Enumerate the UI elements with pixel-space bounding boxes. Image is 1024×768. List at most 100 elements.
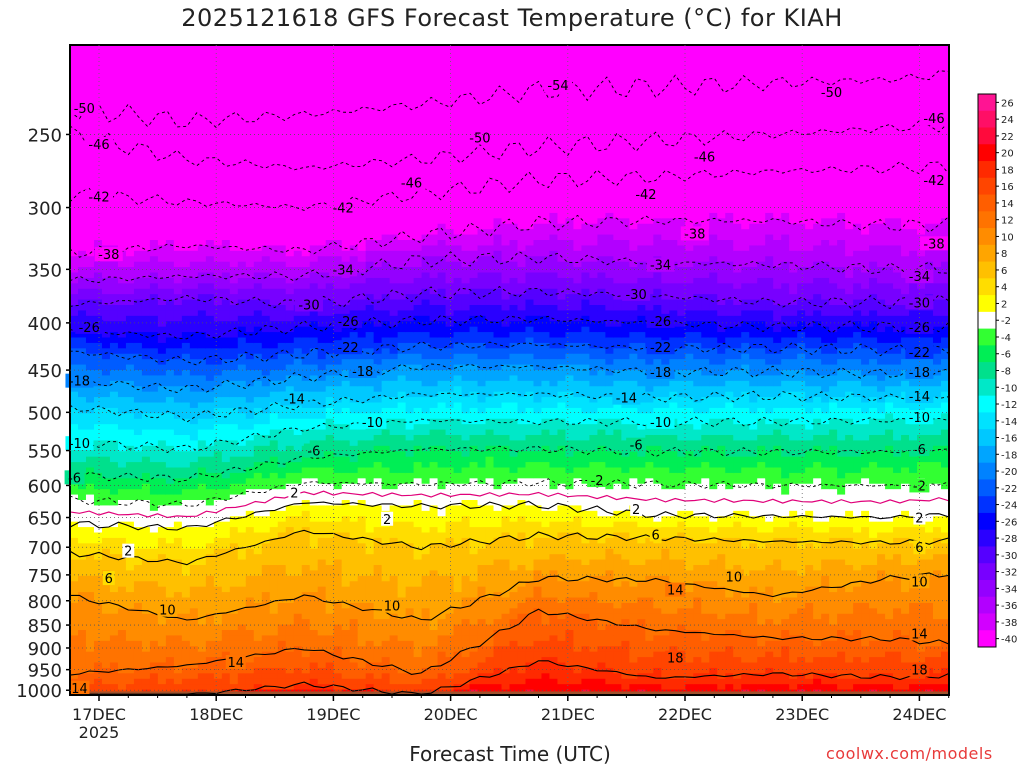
field-cell <box>253 332 263 339</box>
field-cell <box>93 451 103 458</box>
field-cell <box>109 413 119 420</box>
field-cell <box>173 315 183 322</box>
field-cell <box>70 229 79 236</box>
field-cell <box>269 402 279 409</box>
field-cell <box>365 521 375 528</box>
field-cell <box>397 397 407 404</box>
field-cell <box>381 635 391 642</box>
field-cell <box>253 521 263 528</box>
field-cell <box>221 565 231 572</box>
field-cell <box>189 478 199 485</box>
field-cell <box>85 353 95 360</box>
field-cell <box>253 272 263 279</box>
field-cell <box>205 673 215 680</box>
field-cell <box>325 180 335 187</box>
field-cell <box>125 462 135 469</box>
field-cell <box>309 164 319 171</box>
field-cell <box>317 223 327 230</box>
field-cell <box>70 169 79 176</box>
field-cell <box>221 537 231 544</box>
field-cell <box>229 424 239 431</box>
field-cell <box>245 180 255 187</box>
field-cell <box>269 299 279 306</box>
field-cell <box>173 554 183 561</box>
field-cell <box>333 223 343 230</box>
field-cell <box>341 229 351 236</box>
field-cell <box>141 72 151 79</box>
field-cell <box>181 196 191 203</box>
field-cell <box>293 104 303 111</box>
field-cell <box>365 82 375 89</box>
field-cell <box>381 126 391 133</box>
field-cell <box>197 50 207 57</box>
field-cell <box>93 234 103 241</box>
field-cell <box>309 267 319 274</box>
field-cell <box>229 348 239 355</box>
field-cell <box>205 391 215 398</box>
field-cell <box>277 548 287 555</box>
field-cell <box>181 445 191 452</box>
field-cell <box>285 207 295 214</box>
field-cell <box>197 532 207 539</box>
field-cell <box>229 353 239 360</box>
field-cell <box>269 657 279 664</box>
field-cell <box>125 646 135 653</box>
field-cell <box>277 310 287 317</box>
field-cell <box>397 256 407 263</box>
field-cell <box>341 397 351 404</box>
field-cell <box>125 667 135 674</box>
field-cell <box>365 256 375 263</box>
field-cell <box>365 483 375 490</box>
field-cell <box>70 207 79 214</box>
field-cell <box>293 451 303 458</box>
field-cell <box>109 337 119 344</box>
field-cell <box>109 72 119 79</box>
field-cell <box>309 440 319 447</box>
field-cell <box>173 494 183 501</box>
field-cell <box>213 353 223 360</box>
field-cell <box>125 342 135 349</box>
field-cell <box>341 82 351 89</box>
field-cell <box>125 532 135 539</box>
field-cell <box>253 93 263 100</box>
field-cell <box>141 472 151 479</box>
field-cell <box>189 72 199 79</box>
field-cell <box>125 559 135 566</box>
field-cell <box>165 61 175 68</box>
field-cell <box>141 581 151 588</box>
field-cell <box>205 142 215 149</box>
field-cell <box>141 153 151 160</box>
field-cell <box>341 104 351 111</box>
field-cell <box>141 315 151 322</box>
field-cell <box>269 619 279 626</box>
field-cell <box>269 646 279 653</box>
field-cell <box>341 353 351 360</box>
field-cell <box>85 202 95 209</box>
field-cell <box>157 45 167 52</box>
field-cell <box>309 153 319 160</box>
field-cell <box>245 72 255 79</box>
field-cell <box>133 337 143 344</box>
field-cell <box>365 537 375 544</box>
field-cell <box>357 662 367 669</box>
field-cell <box>85 115 95 122</box>
field-cell <box>221 532 231 539</box>
field-cell <box>93 180 103 187</box>
field-cell <box>269 532 279 539</box>
field-cell <box>285 77 295 84</box>
field-cell <box>133 104 143 111</box>
field-cell <box>293 61 303 68</box>
field-cell <box>285 418 295 425</box>
field-cell <box>133 608 143 615</box>
field-cell <box>261 413 271 420</box>
field-cell <box>221 137 231 144</box>
field-cell <box>365 104 375 111</box>
field-cell <box>397 391 407 398</box>
field-cell <box>229 299 239 306</box>
field-cell <box>229 250 239 257</box>
field-cell <box>309 662 319 669</box>
field-cell <box>333 516 343 523</box>
field-cell <box>245 602 255 609</box>
field-cell <box>309 196 319 203</box>
field-cell <box>149 104 159 111</box>
